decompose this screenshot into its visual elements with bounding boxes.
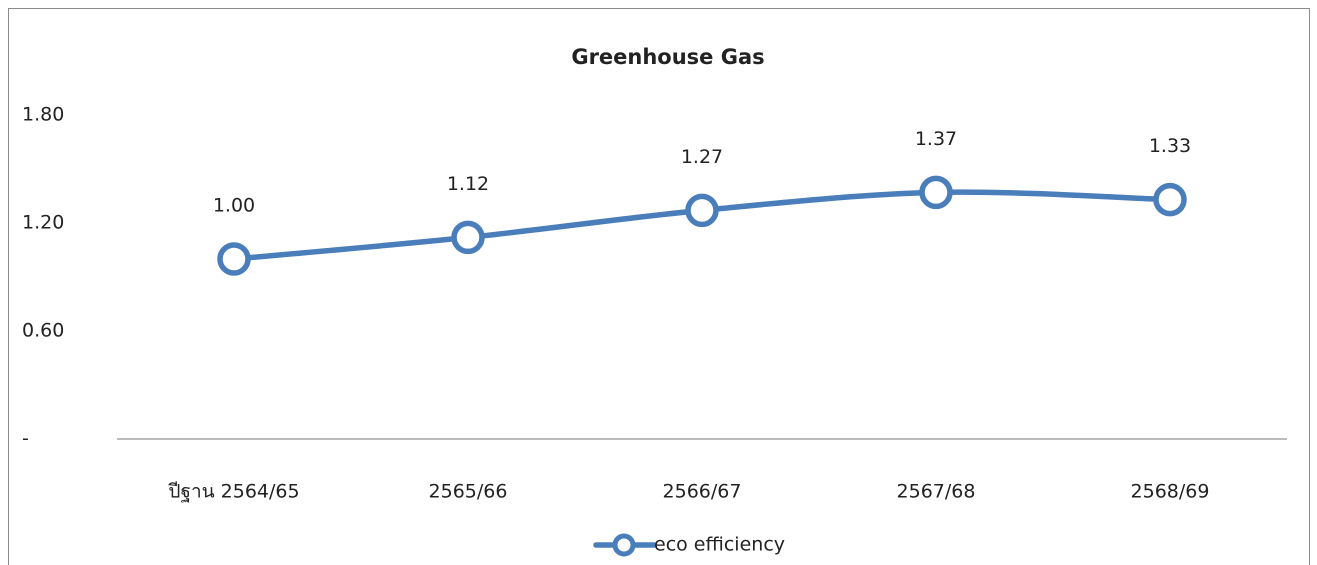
x-tick-label: 2567/68 (897, 481, 976, 503)
data-point (217, 242, 251, 276)
data-label: 1.12 (447, 173, 489, 195)
data-point (451, 220, 485, 255)
y-tick-label: 1.20 (22, 212, 64, 234)
data-label: 1.00 (213, 195, 255, 217)
legend-label: eco efficiency (654, 534, 785, 556)
data-point (919, 175, 953, 210)
data-label: 1.33 (1149, 135, 1191, 157)
data-point (1153, 182, 1187, 217)
y-tick-label: - (22, 428, 29, 450)
x-tick-label: 2566/67 (663, 481, 742, 503)
chart-title: Greenhouse Gas (571, 45, 764, 69)
chart-frame (8, 8, 1310, 565)
data-label: 1.37 (915, 128, 957, 150)
data-point (685, 193, 719, 228)
y-tick-label: 0.60 (22, 320, 64, 342)
data-label: 1.27 (681, 146, 723, 168)
x-tick-label: 2568/69 (1131, 481, 1210, 503)
x-tick-label: ปีฐาน 2564/65 (168, 481, 300, 503)
x-tick-label: 2565/66 (429, 481, 508, 503)
legend-marker (612, 533, 636, 557)
y-tick-label: 1.80 (22, 104, 64, 126)
